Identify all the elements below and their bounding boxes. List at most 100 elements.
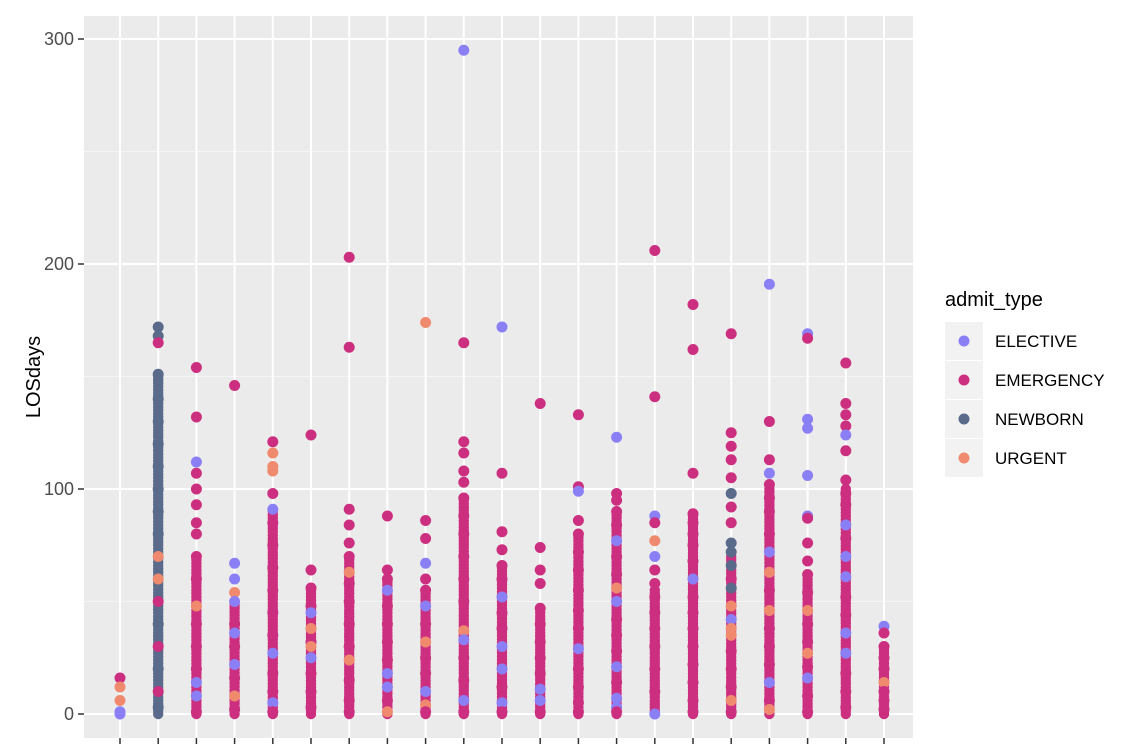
data-point bbox=[802, 647, 814, 659]
data-point bbox=[534, 683, 546, 695]
data-point bbox=[190, 690, 202, 702]
data-point bbox=[420, 515, 432, 526]
data-point bbox=[802, 690, 814, 702]
data-point bbox=[611, 706, 623, 718]
data-point bbox=[305, 652, 317, 664]
data-point bbox=[649, 686, 661, 697]
data-point bbox=[305, 582, 317, 594]
data-point bbox=[267, 607, 279, 619]
data-point bbox=[611, 645, 623, 657]
data-point bbox=[534, 636, 546, 648]
data-point bbox=[572, 663, 584, 675]
data-point bbox=[496, 560, 508, 571]
data-point bbox=[802, 332, 814, 344]
data-point bbox=[152, 461, 164, 472]
data-point bbox=[496, 526, 508, 538]
data-point bbox=[725, 614, 737, 625]
data-point bbox=[802, 661, 814, 673]
data-point bbox=[878, 677, 890, 688]
data-point bbox=[496, 607, 508, 619]
data-point bbox=[534, 618, 546, 630]
data-point bbox=[802, 706, 814, 718]
legend-title: admit_type bbox=[945, 289, 1043, 311]
data-point bbox=[572, 681, 584, 693]
legend: admit_type ELECTIVE EMERGENCY NEWBORN URGEN… bbox=[945, 289, 1105, 477]
data-point bbox=[114, 695, 126, 706]
data-point bbox=[878, 641, 890, 652]
data-point bbox=[458, 695, 470, 706]
data-point bbox=[572, 564, 584, 576]
data-point bbox=[802, 618, 814, 630]
data-point bbox=[725, 629, 737, 641]
data-point bbox=[572, 623, 584, 634]
data-point bbox=[496, 641, 508, 652]
data-point bbox=[534, 542, 546, 553]
data-point bbox=[229, 573, 241, 585]
data-point bbox=[305, 668, 317, 679]
data-point bbox=[725, 537, 737, 549]
data-point bbox=[229, 596, 241, 607]
data-point bbox=[229, 672, 241, 684]
data-point bbox=[763, 454, 775, 466]
data-point bbox=[420, 686, 432, 697]
data-point bbox=[114, 672, 126, 684]
data-point bbox=[687, 555, 699, 567]
data-point bbox=[343, 566, 355, 578]
data-point bbox=[381, 600, 393, 612]
data-point bbox=[381, 564, 393, 576]
data-point bbox=[267, 488, 279, 499]
data-point bbox=[649, 245, 661, 256]
data-point bbox=[458, 337, 470, 349]
data-point bbox=[687, 467, 699, 479]
data-point bbox=[458, 528, 470, 540]
data-point bbox=[190, 641, 202, 652]
data-point bbox=[420, 706, 432, 718]
y-tick-label: 100 bbox=[44, 479, 74, 499]
data-point bbox=[840, 609, 852, 621]
data-point bbox=[611, 661, 623, 673]
legend-label-newborn: NEWBORN bbox=[995, 410, 1084, 429]
data-point bbox=[763, 641, 775, 652]
data-point bbox=[229, 627, 241, 639]
data-point bbox=[534, 578, 546, 589]
data-point bbox=[343, 654, 355, 666]
data-point bbox=[878, 627, 890, 639]
data-point bbox=[840, 474, 852, 486]
data-point bbox=[458, 674, 470, 686]
data-point bbox=[114, 681, 126, 693]
data-point bbox=[725, 454, 737, 466]
data-point bbox=[763, 623, 775, 634]
data-point bbox=[267, 436, 279, 448]
data-point bbox=[611, 582, 623, 594]
data-point bbox=[343, 578, 355, 589]
data-point bbox=[267, 668, 279, 679]
data-point bbox=[458, 465, 470, 477]
data-point bbox=[229, 641, 241, 652]
data-point bbox=[152, 438, 164, 450]
data-point bbox=[725, 488, 737, 499]
data-point bbox=[611, 692, 623, 704]
data-point bbox=[381, 654, 393, 666]
data-point bbox=[763, 605, 775, 616]
data-point bbox=[114, 708, 126, 720]
data-point bbox=[496, 321, 508, 333]
data-point bbox=[229, 690, 241, 702]
data-point bbox=[229, 618, 241, 630]
data-point bbox=[763, 506, 775, 517]
data-point bbox=[725, 645, 737, 657]
data-point bbox=[534, 695, 546, 706]
data-point bbox=[534, 652, 546, 664]
data-point bbox=[763, 479, 775, 490]
y-axis: 0 100 200 300 bbox=[44, 29, 84, 724]
data-point bbox=[649, 607, 661, 619]
data-point bbox=[496, 697, 508, 709]
data-point bbox=[802, 569, 814, 580]
data-point bbox=[840, 420, 852, 432]
data-point bbox=[343, 251, 355, 263]
data-point bbox=[725, 706, 737, 718]
data-point bbox=[152, 528, 164, 540]
data-point bbox=[343, 341, 355, 353]
data-point bbox=[305, 701, 317, 713]
data-point bbox=[420, 573, 432, 585]
data-point bbox=[763, 528, 775, 540]
